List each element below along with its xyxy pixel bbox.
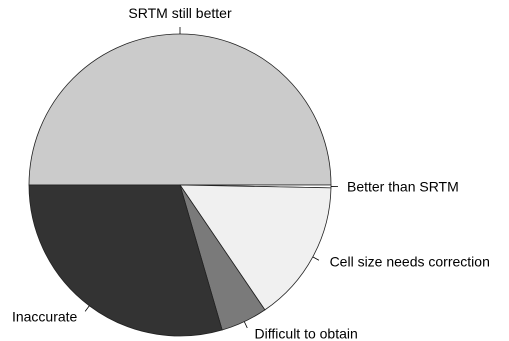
slice-labels: SRTM still better Better than SRTM Cell …: [12, 5, 490, 341]
label-leader-ticks: [84, 27, 338, 329]
leader-tick-3: [312, 256, 320, 261]
pie-slice-5: [28, 184, 223, 337]
slice-label-better-than-srtm: Better than SRTM: [347, 179, 459, 195]
slice-label-inaccurate: Inaccurate: [12, 309, 78, 325]
slice-label-difficult-to-obtain: Difficult to obtain: [255, 326, 358, 341]
pie-slices: [28, 33, 332, 337]
pie-slice-3: [179, 184, 332, 311]
slice-label-srtm-still-better: SRTM still better: [128, 5, 232, 21]
slice-label-cell-size-needs-correction: Cell size needs correction: [330, 254, 490, 270]
pie-slice-1: [28, 33, 332, 186]
leader-tick-4: [243, 321, 248, 329]
leader-tick-5: [84, 305, 90, 312]
